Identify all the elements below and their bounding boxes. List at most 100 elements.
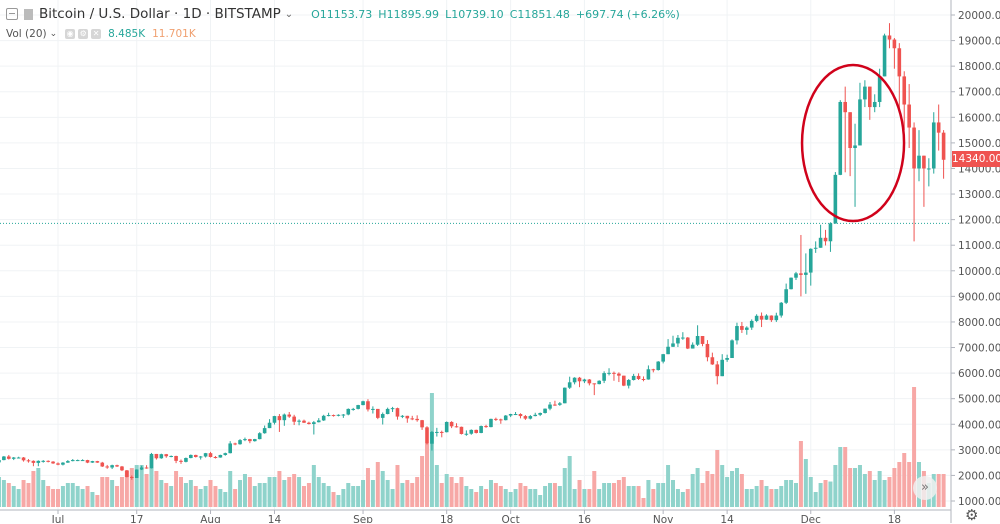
candle[interactable] — [130, 475, 134, 480]
candle[interactable] — [149, 452, 154, 469]
candle[interactable] — [779, 301, 784, 318]
candle[interactable] — [31, 460, 36, 467]
candle[interactable] — [125, 470, 129, 478]
candle[interactable] — [356, 404, 360, 410]
candle[interactable] — [636, 373, 641, 381]
candle[interactable] — [892, 38, 897, 69]
candle[interactable] — [66, 460, 70, 463]
candle[interactable] — [297, 419, 301, 426]
candle[interactable] — [799, 234, 803, 297]
candle[interactable] — [464, 430, 469, 436]
candle[interactable] — [764, 314, 769, 320]
price-axis[interactable]: 20000.00 19000.00 18000.00 17000.00 16000.00… — [951, 10, 1000, 508]
candle[interactable] — [676, 334, 680, 348]
candle[interactable] — [312, 420, 316, 435]
gear-icon[interactable]: ⚙ — [78, 29, 89, 39]
candle[interactable] — [508, 413, 513, 418]
candle[interactable] — [169, 455, 173, 458]
candle[interactable] — [80, 459, 85, 462]
candle[interactable] — [769, 315, 774, 322]
time-axis[interactable]: Jul 17 Aug 14 Sep 18 Oct 16 Nov 14 Dec 18 — [51, 510, 901, 523]
candle[interactable] — [262, 425, 267, 434]
candle[interactable] — [430, 430, 434, 451]
scroll-to-realtime-button[interactable]: » — [913, 476, 937, 500]
candle[interactable] — [813, 241, 818, 253]
candle[interactable] — [385, 407, 390, 415]
candle[interactable] — [612, 371, 616, 381]
candle[interactable] — [321, 414, 326, 421]
candle[interactable] — [808, 248, 813, 286]
candle[interactable] — [410, 415, 415, 421]
candle[interactable] — [754, 314, 759, 323]
candle[interactable] — [282, 413, 287, 426]
candle[interactable] — [208, 451, 213, 458]
candle[interactable] — [361, 400, 365, 406]
candle[interactable] — [316, 418, 321, 423]
candle[interactable] — [641, 376, 646, 382]
candle[interactable] — [602, 371, 606, 384]
candle[interactable] — [154, 453, 159, 460]
candle[interactable] — [651, 368, 656, 373]
candle[interactable] — [41, 460, 46, 463]
candle[interactable] — [144, 465, 149, 469]
candle[interactable] — [690, 342, 695, 349]
candle[interactable] — [685, 337, 690, 350]
candle[interactable] — [105, 464, 109, 469]
candle[interactable] — [134, 469, 139, 478]
candle[interactable] — [272, 415, 277, 425]
candle[interactable] — [351, 407, 355, 411]
candle[interactable] — [730, 339, 734, 359]
candle[interactable] — [425, 426, 429, 445]
candle[interactable] — [868, 86, 872, 120]
candle[interactable] — [70, 459, 75, 462]
candle[interactable] — [174, 455, 178, 464]
candle[interactable] — [395, 407, 400, 420]
candle[interactable] — [164, 453, 169, 458]
volume-label[interactable]: Vol (20) — [6, 28, 47, 40]
candle[interactable] — [228, 441, 232, 454]
candle[interactable] — [622, 375, 626, 387]
candle[interactable] — [439, 430, 444, 438]
candle[interactable] — [243, 437, 247, 442]
candle[interactable] — [213, 455, 218, 459]
candle[interactable] — [203, 452, 208, 458]
candle[interactable] — [499, 418, 503, 424]
candle[interactable] — [277, 414, 282, 432]
candle[interactable] — [617, 372, 621, 383]
candle[interactable] — [853, 123, 857, 207]
candle[interactable] — [774, 312, 779, 322]
candle[interactable] — [85, 459, 90, 464]
candle[interactable] — [223, 452, 228, 456]
candle[interactable] — [607, 368, 611, 376]
candle[interactable] — [858, 82, 862, 146]
candle[interactable] — [626, 378, 631, 389]
candle[interactable] — [26, 459, 31, 463]
candle[interactable] — [872, 94, 877, 113]
candle[interactable] — [897, 43, 902, 110]
candle[interactable] — [710, 352, 715, 365]
candle[interactable] — [843, 86, 847, 173]
candle[interactable] — [449, 421, 454, 429]
candle[interactable] — [184, 457, 188, 463]
candle[interactable] — [484, 424, 488, 428]
candle[interactable] — [469, 429, 474, 435]
candle[interactable] — [287, 411, 292, 418]
candle[interactable] — [528, 415, 533, 420]
candle[interactable] — [2, 455, 6, 461]
candle[interactable] — [789, 277, 793, 290]
candle[interactable] — [248, 438, 252, 444]
candle[interactable] — [366, 399, 370, 412]
candle[interactable] — [572, 377, 577, 385]
candle[interactable] — [341, 414, 346, 418]
candle[interactable] — [331, 414, 336, 417]
candle[interactable] — [120, 465, 124, 472]
candle[interactable] — [518, 413, 523, 419]
candle[interactable] — [681, 332, 685, 340]
candle[interactable] — [233, 442, 237, 446]
chevron-down-icon[interactable]: ⌄ — [49, 29, 58, 39]
candle[interactable] — [759, 312, 764, 328]
candle[interactable] — [543, 408, 547, 414]
candle[interactable] — [695, 325, 700, 346]
candle[interactable] — [238, 439, 242, 445]
candle[interactable] — [444, 421, 449, 433]
